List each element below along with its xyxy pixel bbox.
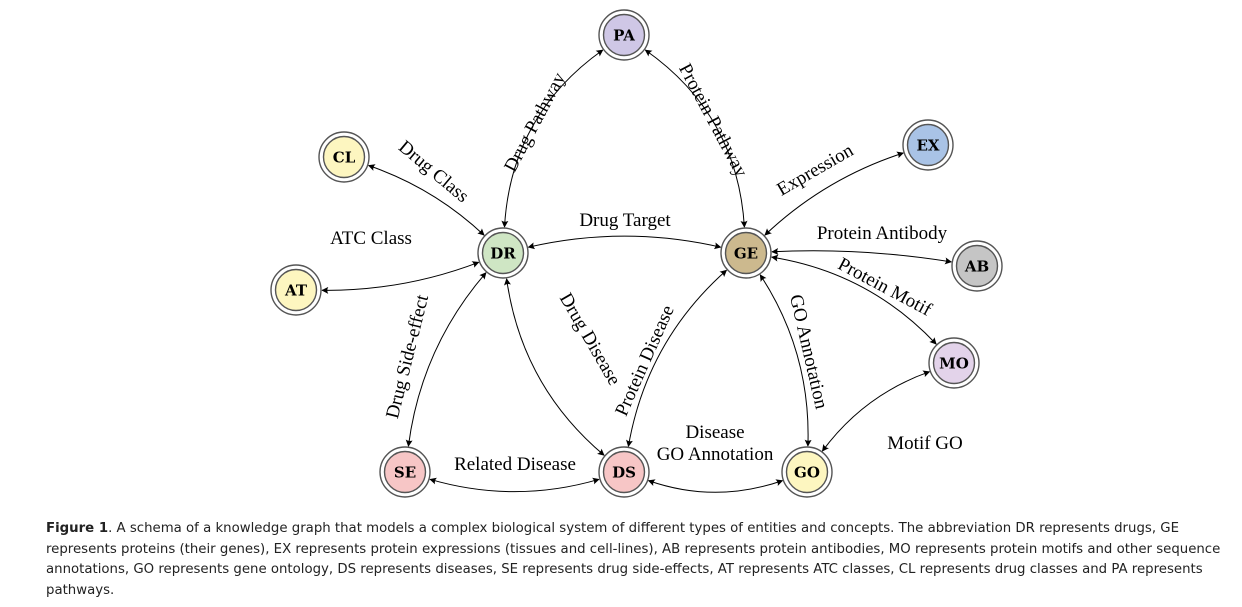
node-label: SE [394,464,416,482]
node-se: SE [379,446,431,498]
edge-ge-pa [644,49,748,228]
node-label: AB [964,258,989,276]
node-fill [602,450,646,494]
node-at: AT [270,264,322,316]
node-pa: PA [598,9,650,61]
edge-label-ge-go: GO Annotation [785,293,832,412]
edge-label-ge-ex: Expression [773,140,857,201]
nodes: PA CL EX DR GE AT AB MO SE DS GO [270,9,1003,498]
node-ab: AB [951,240,1003,292]
edge-label-ds-go: Disease GO Annotation [657,422,774,465]
edge-ge-go [759,274,812,447]
node-ge: GE [720,227,772,279]
node-go: GO [781,446,833,498]
node-label: GE [734,245,758,263]
edge-label-ge-ab: Protein Antibody [817,223,948,244]
edge-ge-ds [626,269,728,448]
figure-label: Figure 1 [46,521,109,536]
edge-label-ge-ds: Protein Disease [611,302,678,419]
node-fill [481,231,525,275]
edge-label-dr-se: Drug Side-effect [382,292,433,421]
edge-label-dr-pa: Drug Pathway [500,69,570,176]
node-dr: DR [477,227,529,279]
node-fill [932,341,976,385]
edge-label-ge-pa: Protein Pathway [674,60,751,181]
edge-label-mo-go: Motif GO [887,433,962,454]
node-fill [602,13,646,57]
node-fill [274,268,318,312]
edge-label-dr-ds: Drug Disease [555,289,625,389]
node-fill [955,244,999,288]
node-label: GO [794,464,820,482]
edge-ge-mo [771,254,937,345]
edge-dr-cl [367,164,485,236]
caption-text: . A schema of a knowledge graph that mod… [46,521,1221,598]
node-ex: EX [902,119,954,171]
node-fill [785,450,829,494]
node-fill [906,123,950,167]
node-ds: DS [598,446,650,498]
node-mo: MO [928,337,980,389]
edge-label-dr-at: ATC Class [330,228,412,249]
edge-se-ds [429,477,600,493]
edge-label-ge-mo: Protein Motif [834,254,935,321]
edge-ds-go [647,479,784,493]
node-fill [383,450,427,494]
node-label: EX [916,137,939,155]
edges [321,49,952,493]
edge-dr-ds [504,278,605,456]
node-label: DR [490,245,516,263]
edge-dr-at [321,261,480,294]
edge-label-se-ds: Related Disease [454,454,576,475]
edge-ge-ex [764,151,904,236]
node-fill [322,135,366,179]
edge-dr-ge [527,235,722,250]
edge-dr-pa [501,49,604,228]
node-label: MO [939,355,969,373]
node-label: AT [284,282,308,300]
edge-dr-se [405,272,487,447]
edge-mo-go [821,370,931,452]
node-label: DS [612,464,636,482]
node-label: PA [613,27,635,45]
node-cl: CL [318,131,370,183]
edge-ge-ab [771,248,952,265]
edge-label-dr-ge: Drug Target [579,210,671,231]
figure-caption: Figure 1. A schema of a knowledge graph … [46,519,1236,601]
node-label: CL [333,149,356,167]
node-fill [724,231,768,275]
